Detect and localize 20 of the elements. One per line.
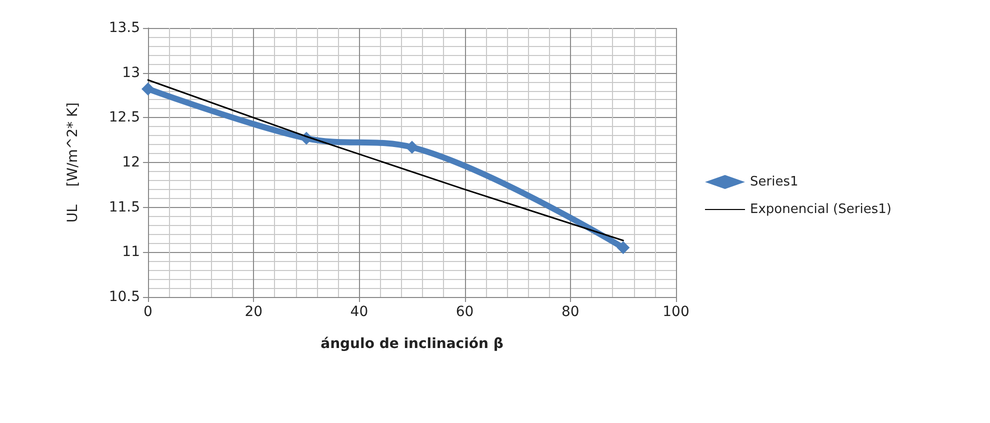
legend-label: Exponencial (Series1) — [750, 202, 892, 217]
y-axis-title: UL [W/m^2* K] — [65, 102, 81, 223]
y-tick-label: 10.5 — [108, 289, 140, 305]
x-tick-label: 0 — [144, 304, 152, 320]
y-tick-label: 11 — [122, 244, 140, 260]
x-tick-label: 80 — [561, 304, 580, 320]
y-tick-label: 11.5 — [108, 199, 140, 216]
y-tick-label: 13.5 — [108, 20, 140, 36]
x-tick-label: 60 — [456, 304, 474, 320]
x-tick-label: 40 — [350, 304, 368, 320]
y-tick-label: 13 — [122, 64, 140, 81]
x-axis-title: ángulo de inclinación β — [320, 336, 504, 352]
point — [142, 82, 154, 96]
legend-label: Series1 — [750, 174, 798, 190]
point — [616, 241, 630, 254]
y-tick-label: 12.5 — [108, 110, 140, 126]
point — [406, 140, 418, 154]
x-tick-label: 20 — [244, 304, 263, 320]
x-tick-label: 100 — [662, 304, 690, 320]
y-tick-label: 12 — [122, 154, 140, 170]
